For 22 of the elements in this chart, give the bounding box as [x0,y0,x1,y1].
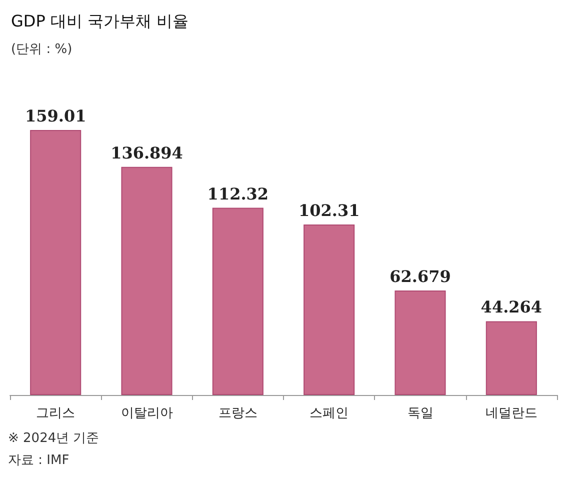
chart-title: GDP 대비 국가부채 비율 [11,12,189,30]
data-label: 159.01 [24,106,86,126]
bar [304,224,355,395]
bar [30,130,82,395]
x-tick-label: 그리스 [36,406,76,421]
chart-subtitle: (단위 : %) [11,42,72,57]
data-label: 136.894 [110,143,183,162]
x-tick-label: 스페인 [310,406,349,421]
x-tick-label: 네덜란드 [485,406,538,421]
x-tick-label: 독일 [407,406,434,421]
data-label: 62.679 [390,267,451,286]
bar [212,208,264,395]
bar [486,321,537,395]
x-tick-label: 이탈리아 [120,406,173,421]
bar [394,290,446,395]
bar [121,166,172,395]
data-label: 112.32 [207,184,269,204]
data-label: 44.264 [480,298,542,317]
data-label: 102.31 [298,200,360,220]
x-tick-label: 프랑스 [218,406,258,421]
text: ※ 2024년 기준 [8,431,100,446]
text: 자료 : IMF [8,453,70,468]
